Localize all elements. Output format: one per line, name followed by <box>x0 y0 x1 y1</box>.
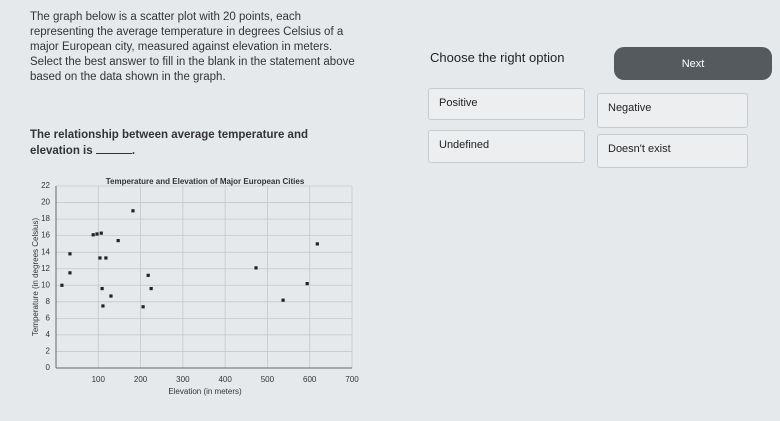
y-tick-label: 20 <box>41 198 50 207</box>
point <box>131 209 135 213</box>
x-tick-label: 100 <box>92 375 106 384</box>
y-tick-label: 0 <box>46 363 51 372</box>
statement: The relationship between average tempera… <box>30 128 330 159</box>
next-button[interactable]: Next <box>614 47 772 80</box>
point <box>95 232 99 236</box>
point <box>68 252 72 256</box>
point <box>98 256 102 260</box>
point <box>141 305 145 309</box>
option[interactable]: Negative <box>597 93 748 128</box>
y-tick-label: 12 <box>41 264 50 273</box>
statement-suffix: . <box>131 145 136 157</box>
point <box>100 286 104 291</box>
point <box>305 282 309 286</box>
option[interactable]: Doesn't exist <box>597 134 748 168</box>
point <box>60 283 64 287</box>
point <box>68 271 72 275</box>
x-tick-label: 600 <box>303 375 317 384</box>
point <box>104 256 108 260</box>
option[interactable]: Positive <box>428 88 585 120</box>
point <box>99 231 103 235</box>
chart-title: Temperature and Elevation of Major Europ… <box>106 177 305 186</box>
y-tick-label: 18 <box>41 214 50 223</box>
point <box>101 304 105 308</box>
point <box>315 242 319 246</box>
point <box>146 273 150 277</box>
x-tick-label: 300 <box>176 375 190 384</box>
point <box>116 239 120 243</box>
prompt: Choose the right option <box>430 50 565 65</box>
blank <box>95 143 132 154</box>
y-tick-label: 10 <box>41 280 50 289</box>
y-axis-label: Temperature (in degrees Celsius) <box>31 218 40 337</box>
y-tick-label: 16 <box>41 231 50 240</box>
point <box>91 233 95 237</box>
y-tick-label: 14 <box>41 247 50 256</box>
statement-prefix: The relationship between average tempera… <box>30 129 308 157</box>
point <box>281 298 285 302</box>
y-tick-label: 6 <box>46 313 51 322</box>
x-tick-label: 700 <box>345 375 359 384</box>
chart: Temperature and Elevation of Major Europ… <box>31 177 359 396</box>
y-tick-label: 4 <box>46 330 51 339</box>
question-text: The graph below is a scatter plot with 2… <box>30 11 355 83</box>
point <box>149 286 153 291</box>
point <box>109 294 113 298</box>
y-tick-label: 8 <box>46 297 51 306</box>
y-tick-label: 22 <box>41 181 50 190</box>
point <box>254 266 258 270</box>
x-tick-label: 400 <box>218 375 232 384</box>
x-tick-label: 500 <box>261 375 275 384</box>
option[interactable]: Undefined <box>428 130 585 163</box>
x-axis-label: Elevation (in meters) <box>168 387 242 396</box>
y-tick-label: 2 <box>46 347 51 356</box>
x-tick-label: 200 <box>134 375 148 384</box>
